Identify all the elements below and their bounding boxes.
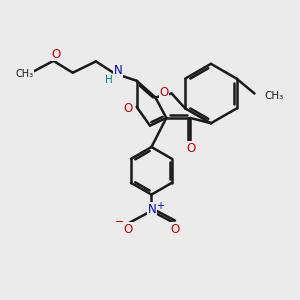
Text: +: + <box>156 201 164 211</box>
Text: O: O <box>123 223 132 236</box>
Text: O: O <box>171 223 180 236</box>
Text: O: O <box>124 102 133 115</box>
Text: N: N <box>148 203 157 216</box>
Text: CH₃: CH₃ <box>16 69 34 79</box>
Text: N: N <box>113 64 122 77</box>
Text: O: O <box>186 142 195 155</box>
Text: H: H <box>105 75 113 85</box>
Text: O: O <box>160 85 169 98</box>
Text: O: O <box>52 48 61 61</box>
Text: −: − <box>115 217 124 227</box>
Text: CH₃: CH₃ <box>264 91 283 101</box>
